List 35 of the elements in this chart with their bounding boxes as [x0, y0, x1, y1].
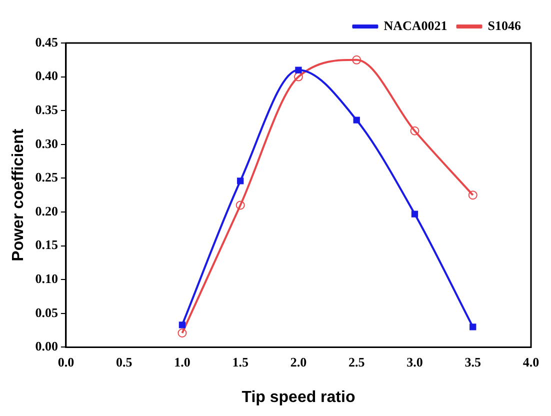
- legend-label: NACA0021: [384, 18, 448, 33]
- x-tick-label: 1.5: [232, 354, 249, 370]
- x-tick-label: 2.0: [290, 354, 307, 370]
- point: [178, 328, 187, 338]
- point: [410, 126, 420, 136]
- y-tick-label: 0.05: [35, 304, 58, 320]
- legend-label: S1046: [488, 18, 522, 33]
- point: [411, 210, 418, 218]
- y-tick-label: 0.10: [35, 270, 58, 286]
- y-tick-label: 0.20: [35, 203, 58, 218]
- x-tick-label: 0.0: [58, 354, 74, 370]
- x-tick-label: 2.5: [348, 354, 366, 370]
- point: [237, 178, 244, 184]
- y-tick-label: 0.15: [35, 237, 58, 252]
- y-tick-label: 0.40: [35, 68, 58, 84]
- x-tick-label: 4.0: [522, 354, 540, 370]
- point: [468, 190, 478, 200]
- y-tick-label: 0.25: [35, 170, 58, 185]
- point: [352, 55, 362, 64]
- point: [470, 324, 476, 330]
- point: [294, 72, 303, 82]
- y-tick-label: 0.30: [35, 136, 58, 151]
- y-tick-label: 0.45: [35, 34, 58, 50]
- x-tick-label: 0.5: [116, 354, 133, 370]
- point: [353, 116, 360, 124]
- x-tick-label: 1.0: [174, 354, 190, 370]
- y-axis-title: Power coefficient: [10, 128, 28, 262]
- x-tick-label: 3.5: [464, 354, 482, 370]
- point: [236, 200, 245, 210]
- x-tick-label: 3.0: [406, 354, 423, 370]
- x-axis-title: Tip speed ratio: [242, 388, 356, 406]
- y-tick-label: 0.00: [35, 338, 58, 354]
- point: [178, 322, 186, 328]
- y-tick-label: 0.35: [35, 102, 58, 117]
- point: [295, 66, 302, 74]
